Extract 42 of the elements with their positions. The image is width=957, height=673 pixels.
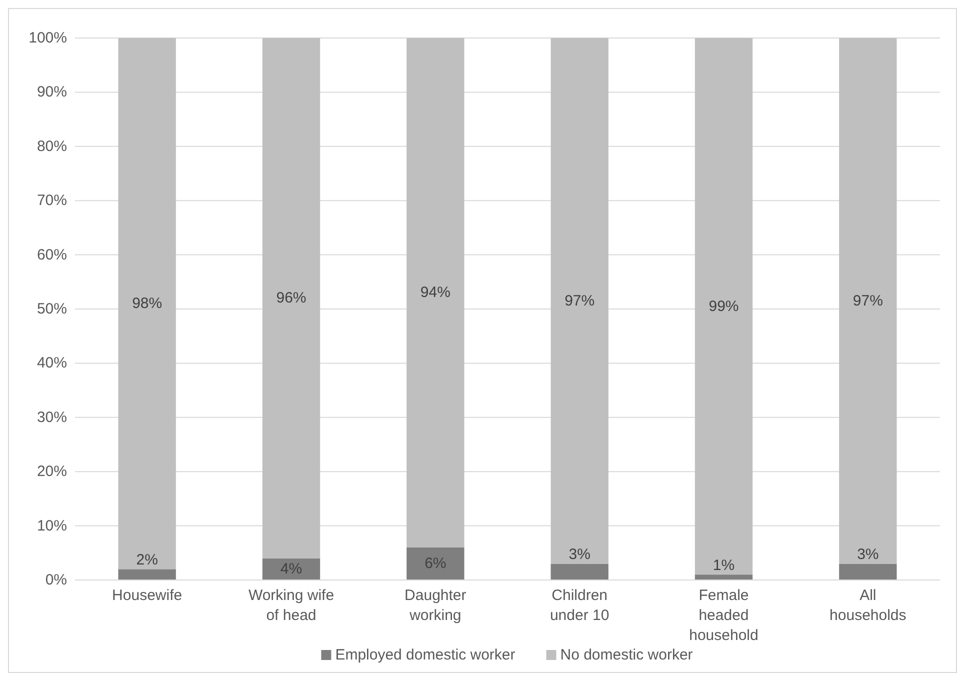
bar [406, 547, 464, 580]
y-tick-label: 40% [36, 354, 67, 372]
x-tick-label: Children under 10 [550, 587, 610, 624]
bar [118, 569, 176, 580]
bar [118, 38, 176, 570]
bar [694, 38, 753, 575]
data-label: 97% [852, 292, 883, 310]
data-label: 3% [857, 546, 879, 564]
bar [550, 564, 608, 580]
x-tick-label: Daughter working [404, 587, 466, 624]
legend-label: No domestic worker [560, 646, 693, 664]
y-tick-label: 70% [36, 192, 67, 210]
legend-label: Employed domestic worker [335, 646, 516, 664]
data-label: 96% [276, 290, 306, 307]
y-tick-label: 100% [28, 30, 67, 46]
y-tick-label: 0% [45, 572, 67, 588]
y-tick-label: 10% [36, 517, 67, 534]
bar [694, 574, 753, 580]
x-tick-label: Female headed household [689, 587, 758, 644]
data-label: 6% [424, 555, 446, 572]
data-label: 98% [132, 295, 162, 312]
data-label: 97% [564, 292, 595, 310]
data-label: 1% [712, 557, 735, 574]
bar [550, 38, 608, 564]
x-tick-label: Housewife [112, 587, 182, 604]
data-label: 99% [708, 298, 739, 315]
y-tick-label: 20% [36, 463, 67, 480]
x-tick-label: All households [830, 587, 906, 624]
data-label: 2% [136, 552, 158, 569]
y-tick-label: 80% [36, 138, 67, 155]
x-tick-label: Working wife of head [248, 587, 334, 624]
data-label: 3% [568, 546, 590, 564]
bar [406, 38, 464, 548]
y-tick-label: 90% [36, 84, 67, 101]
y-tick-label: 60% [36, 246, 67, 264]
data-label: 4% [280, 560, 302, 578]
bar [262, 38, 320, 558]
bar [839, 564, 897, 580]
bar [839, 38, 897, 564]
data-label: 94% [420, 284, 450, 302]
y-tick-label: 30% [36, 408, 67, 426]
y-tick-label: 50% [36, 300, 67, 318]
